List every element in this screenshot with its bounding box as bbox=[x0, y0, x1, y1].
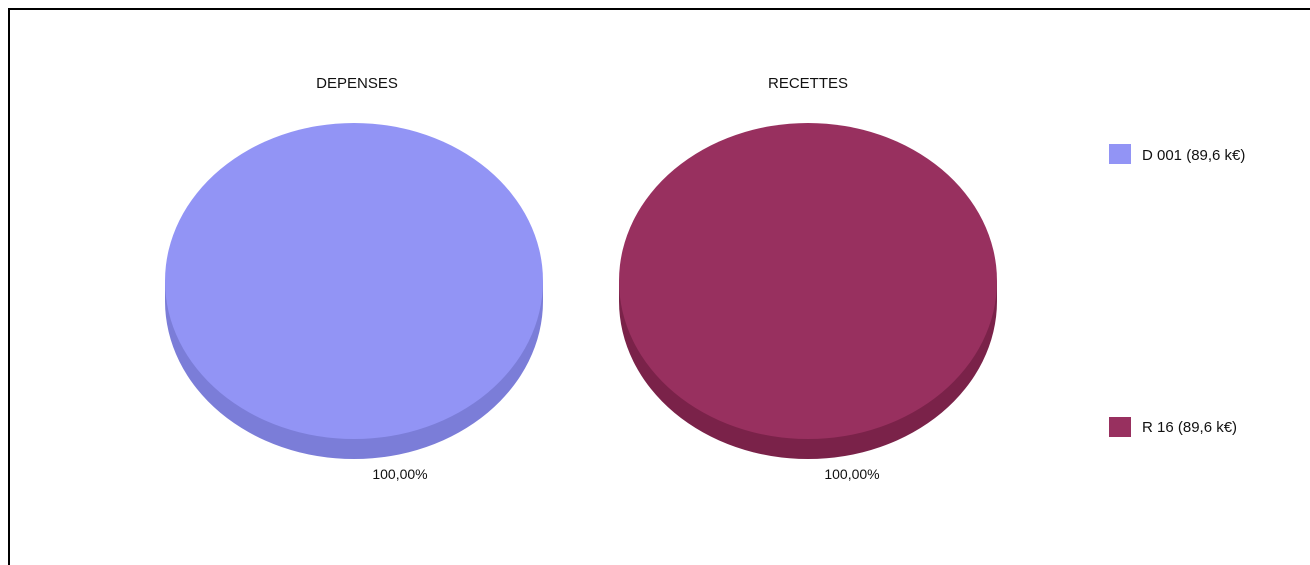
percent-label-depenses: 100,00% bbox=[372, 466, 427, 482]
legend-item-r16: R 16 (89,6 k€) bbox=[1109, 417, 1237, 437]
pie-depenses bbox=[165, 123, 543, 459]
legend-label-r16: R 16 (89,6 k€) bbox=[1142, 419, 1237, 436]
legend-swatch-d001 bbox=[1109, 144, 1131, 164]
pie-slice bbox=[619, 123, 997, 439]
chart-title-depenses: DEPENSES bbox=[316, 75, 398, 92]
pie-chart-depenses: DEPENSES 100,00% bbox=[165, 75, 543, 482]
pie-chart-recettes: RECETTES 100,00% bbox=[619, 75, 997, 482]
percent-label-recettes: 100,00% bbox=[824, 466, 879, 482]
legend: D 001 (89,6 k€) R 16 (89,6 k€) bbox=[1109, 144, 1245, 437]
pie-recettes bbox=[619, 123, 997, 459]
legend-label-d001: D 001 (89,6 k€) bbox=[1142, 147, 1245, 164]
legend-swatch-r16 bbox=[1109, 417, 1131, 437]
chart-title-recettes: RECETTES bbox=[768, 75, 848, 92]
legend-item-d001: D 001 (89,6 k€) bbox=[1109, 144, 1245, 164]
chart-frame bbox=[8, 8, 1310, 565]
pie-slice bbox=[165, 123, 543, 439]
